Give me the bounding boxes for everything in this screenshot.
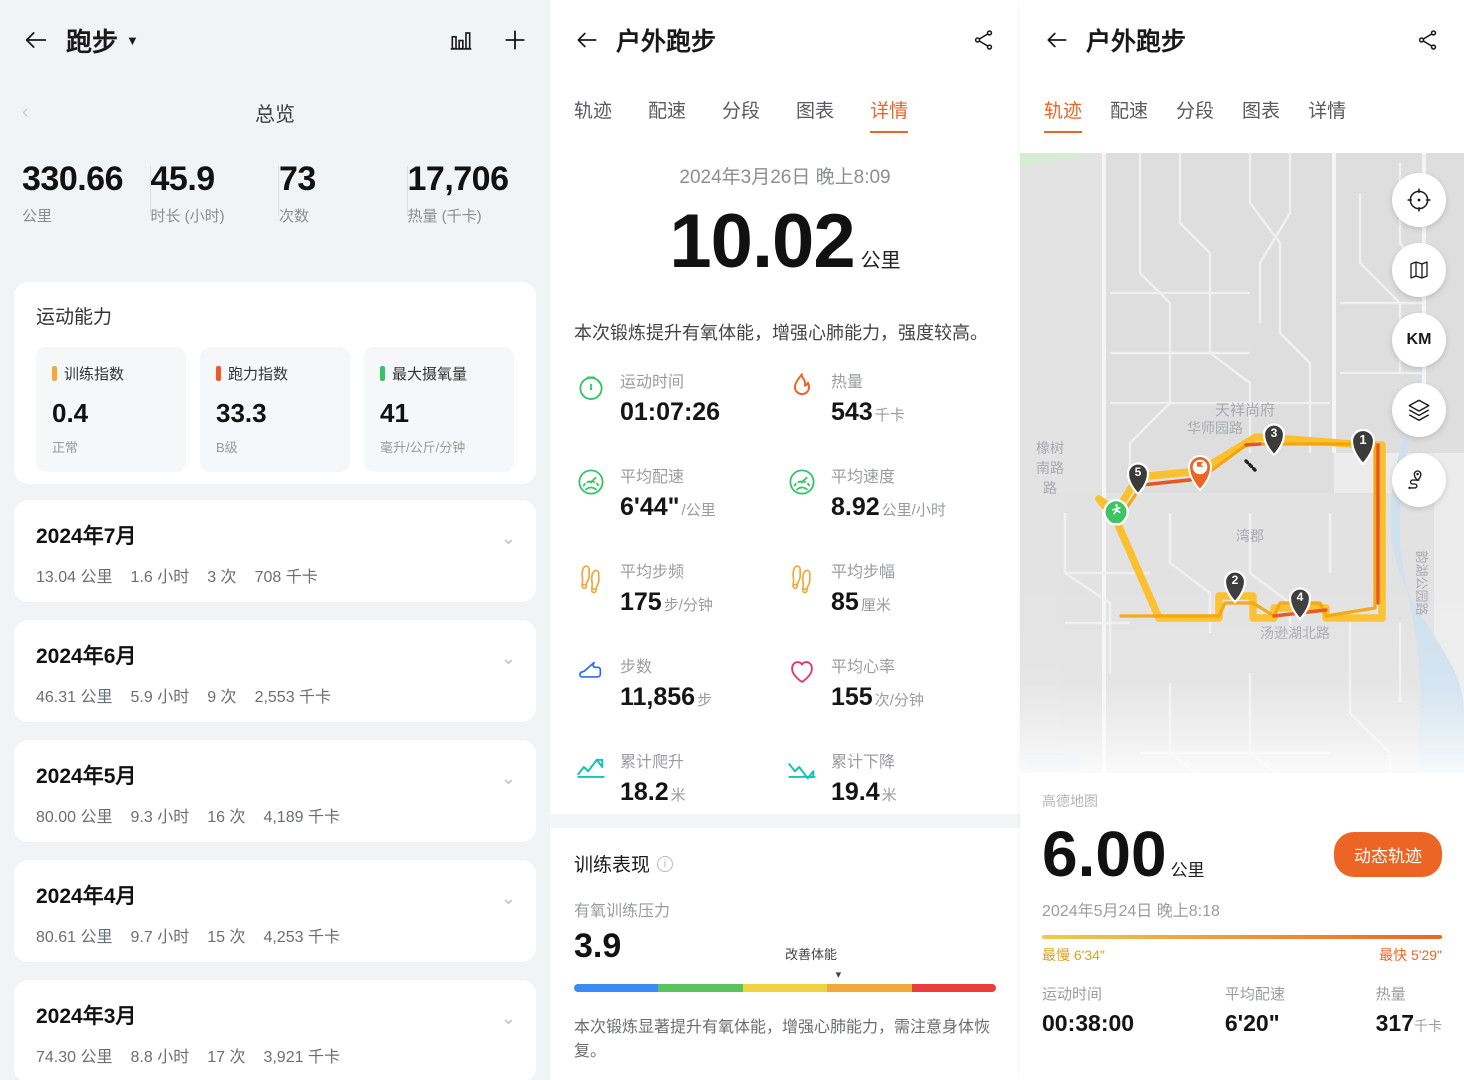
svg-text:天祥尚府: 天祥尚府 xyxy=(1215,402,1275,419)
svg-text:5: 5 xyxy=(1135,465,1142,479)
svg-text:路: 路 xyxy=(1043,480,1057,496)
svg-text:湾郡: 湾郡 xyxy=(1236,528,1264,544)
svg-text:南路: 南路 xyxy=(1036,460,1064,476)
svg-text:华师园路: 华师园路 xyxy=(1187,420,1243,436)
svg-text:橡树: 橡树 xyxy=(1036,440,1064,456)
svg-text:1: 1 xyxy=(1359,432,1366,447)
svg-text:3: 3 xyxy=(1271,426,1278,440)
